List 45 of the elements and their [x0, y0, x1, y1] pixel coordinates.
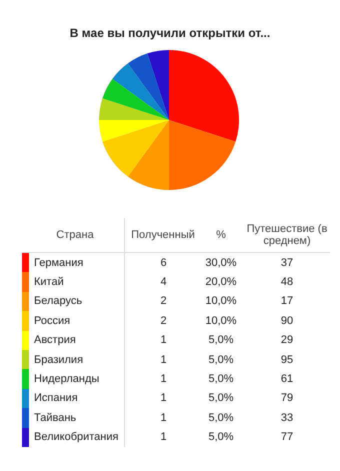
text: 77 — [280, 430, 294, 446]
text: 48 — [280, 275, 294, 290]
text: 29 — [280, 333, 294, 348]
data-label: 2 — [159, 314, 168, 329]
text: 17 — [280, 294, 294, 310]
text: 61 — [280, 372, 294, 388]
text: 20,0% — [204, 275, 238, 290]
legend-label: Испания — [29, 388, 124, 408]
legend-label: Китай — [29, 272, 124, 292]
data-label: 1 — [159, 333, 168, 348]
text: 90 — [280, 314, 294, 329]
text: 5,0% — [207, 430, 235, 446]
text: % — [198, 218, 244, 252]
data-label: 2 — [159, 294, 168, 310]
text: Путешествие (в среднем) — [244, 218, 330, 252]
legend-label: Тайвань — [29, 408, 124, 428]
legend-label: Бразилия — [29, 350, 124, 370]
text: 33 — [280, 410, 294, 426]
legend-label: Германия — [29, 252, 124, 272]
text: 37 — [280, 256, 294, 271]
text: 95 — [280, 352, 294, 368]
legend-label: Австрия — [29, 330, 124, 350]
text: 10,0% — [204, 294, 238, 310]
legend-label: Россия — [29, 311, 124, 331]
chart-title: В мае вы получили открытки от... — [68, 26, 272, 40]
legend-label: Великобритания — [29, 428, 124, 447]
data-label: 1 — [159, 391, 168, 406]
text: 5,0% — [207, 391, 235, 406]
data-label: 1 — [159, 430, 168, 446]
legend-label: Беларусь — [29, 292, 124, 312]
text: 5,0% — [207, 372, 235, 388]
text: 79 — [280, 391, 294, 406]
data-label: 1 — [159, 410, 168, 426]
data-label: 1 — [159, 372, 168, 388]
text: 5,0% — [207, 333, 235, 348]
text: 5,0% — [207, 352, 235, 368]
text: 30,0% — [204, 256, 238, 271]
text: 5,0% — [207, 410, 235, 426]
data-label: 6 — [159, 256, 168, 271]
data-label: 4 — [159, 275, 168, 290]
data-label: 1 — [159, 352, 168, 368]
text: Полученный — [124, 218, 198, 252]
legend-label: Нидерланды — [29, 369, 124, 389]
text: 10,0% — [204, 314, 238, 329]
legend-title: Страна — [22, 218, 124, 252]
